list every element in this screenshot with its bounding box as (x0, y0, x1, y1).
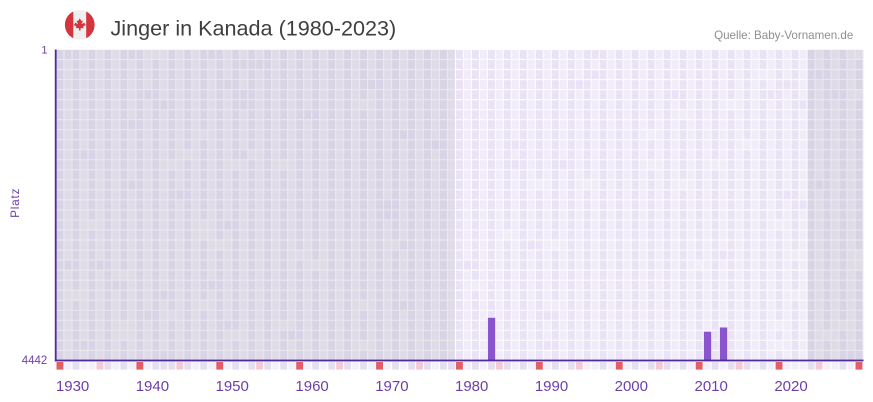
svg-text:1990: 1990 (535, 378, 568, 395)
svg-text:1930: 1930 (56, 378, 89, 395)
svg-text:4442: 4442 (22, 355, 48, 367)
svg-text:Jinger in Kanada (1980-2023): Jinger in Kanada (1980-2023) (111, 15, 397, 40)
svg-text:1940: 1940 (136, 378, 169, 395)
svg-text:2020: 2020 (774, 378, 807, 395)
svg-text:1970: 1970 (375, 378, 408, 395)
svg-text:1950: 1950 (216, 378, 249, 395)
svg-text:Quelle: Baby-Vornamen.de: Quelle: Baby-Vornamen.de (714, 29, 853, 42)
svg-text:Platz: Platz (8, 188, 22, 218)
svg-text:1: 1 (41, 45, 47, 57)
svg-text:2000: 2000 (615, 378, 648, 395)
svg-text:1960: 1960 (295, 378, 328, 395)
svg-text:2010: 2010 (695, 378, 728, 395)
svg-text:1980: 1980 (455, 378, 488, 395)
